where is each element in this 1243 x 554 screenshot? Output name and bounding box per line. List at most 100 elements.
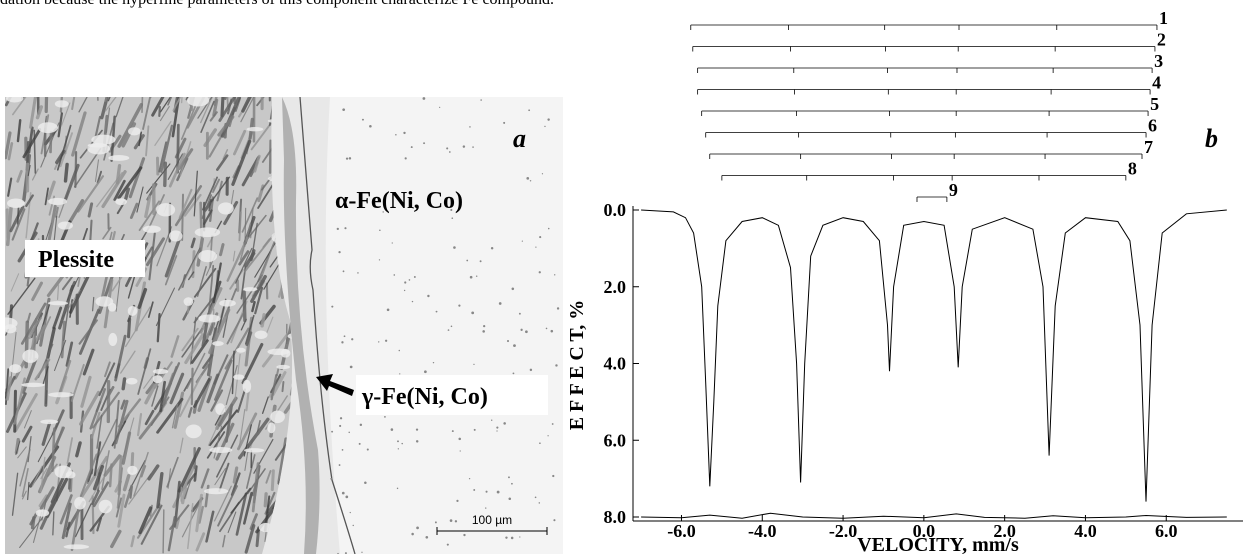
plessite-lath [217,485,238,527]
plessite-lath [49,130,53,154]
plessite-lath [263,492,268,508]
speck [401,442,403,445]
plessite-lath [95,401,102,413]
plessite-lath [31,465,43,487]
plessite-lath [206,327,218,377]
plessite-lath [181,327,199,352]
plessite-lath [205,510,215,543]
speck [341,491,345,495]
plessite-lath [193,465,198,482]
plessite-lath [186,97,211,129]
plessite-lath [12,97,29,116]
plessite-lath [35,105,44,120]
speck [466,259,469,262]
plessite-lath [129,202,139,220]
speck [456,499,459,502]
plessite-lath [117,166,143,200]
speck [485,507,487,509]
plessite-lath [121,431,132,465]
plessite-patch [212,341,224,347]
plessite-lath [200,100,215,133]
plessite-lath [27,481,30,501]
plessite-lath [145,237,165,267]
plessite-lath [66,437,74,465]
speck [366,448,369,451]
plessite-lath [151,97,169,117]
plessite-lath [243,233,276,273]
plessite-patch [5,97,24,103]
component-label: 1 [1159,8,1168,28]
plessite-patch [217,202,234,215]
plessite-patch [115,198,127,206]
plessite-lath [200,468,210,489]
plessite-lath [168,152,186,188]
plessite-lath [224,97,233,100]
plessite-lath [206,373,220,404]
plessite-lath [142,97,152,130]
plessite-lath [252,222,258,253]
plessite-lath [122,474,131,492]
plessite-lath [156,472,164,509]
speck [547,118,550,121]
plessite-lath [283,384,293,414]
plessite-lath [179,375,202,418]
plessite-lath [150,97,170,99]
speck [510,536,514,540]
speck [395,133,397,136]
speck [496,426,499,429]
label-box [25,240,145,277]
speck [382,211,384,213]
plessite-patch [156,203,176,217]
plessite-lath [208,264,215,313]
plessite-lath [39,297,51,347]
panel-label: b [1205,124,1218,153]
plessite-lath [159,97,178,113]
plessite-lath [244,214,267,243]
speck [398,349,401,352]
y-tick-label: 6.0 [604,430,627,450]
plessite-lath [238,250,250,266]
plessite-lath [187,271,195,281]
speck [390,428,394,431]
speck [451,430,454,433]
speck [526,176,530,180]
plessite-lath [232,466,239,484]
plessite-lath [92,296,95,312]
speck [496,490,500,494]
plessite-patch [87,143,107,148]
plessite-lath [203,209,213,225]
y-tick-label: 0.0 [604,200,627,220]
plessite-patch [198,250,218,263]
plessite-lath [137,287,148,310]
plessite-lath [21,425,33,443]
speck [359,423,363,427]
plessite-lath [281,381,285,393]
plessite-lath [78,97,101,113]
plessite-lath [39,486,55,511]
region-label: Plessite [38,247,114,273]
plessite-lath [30,516,36,530]
plessite-lath [92,481,110,508]
plessite-lath [187,407,193,418]
speck [435,310,438,313]
plessite-lath [42,366,49,385]
speck [490,246,494,250]
plessite-patch [108,155,130,161]
plessite-lath [217,115,235,137]
x-tick-label: -2.0 [829,521,858,541]
plessite-lath [56,284,60,300]
speck [450,208,453,211]
speck [411,532,414,536]
x-tick-label: 4.0 [1074,521,1097,541]
plessite-lath [167,97,184,106]
plessite-lath [190,339,209,364]
speck [424,370,427,374]
speck [556,307,560,310]
plessite-lath [110,529,122,549]
plessite-lath [275,366,280,377]
speck [520,328,523,331]
speck [415,440,419,443]
plessite-lath [68,270,92,314]
speck [535,246,537,248]
